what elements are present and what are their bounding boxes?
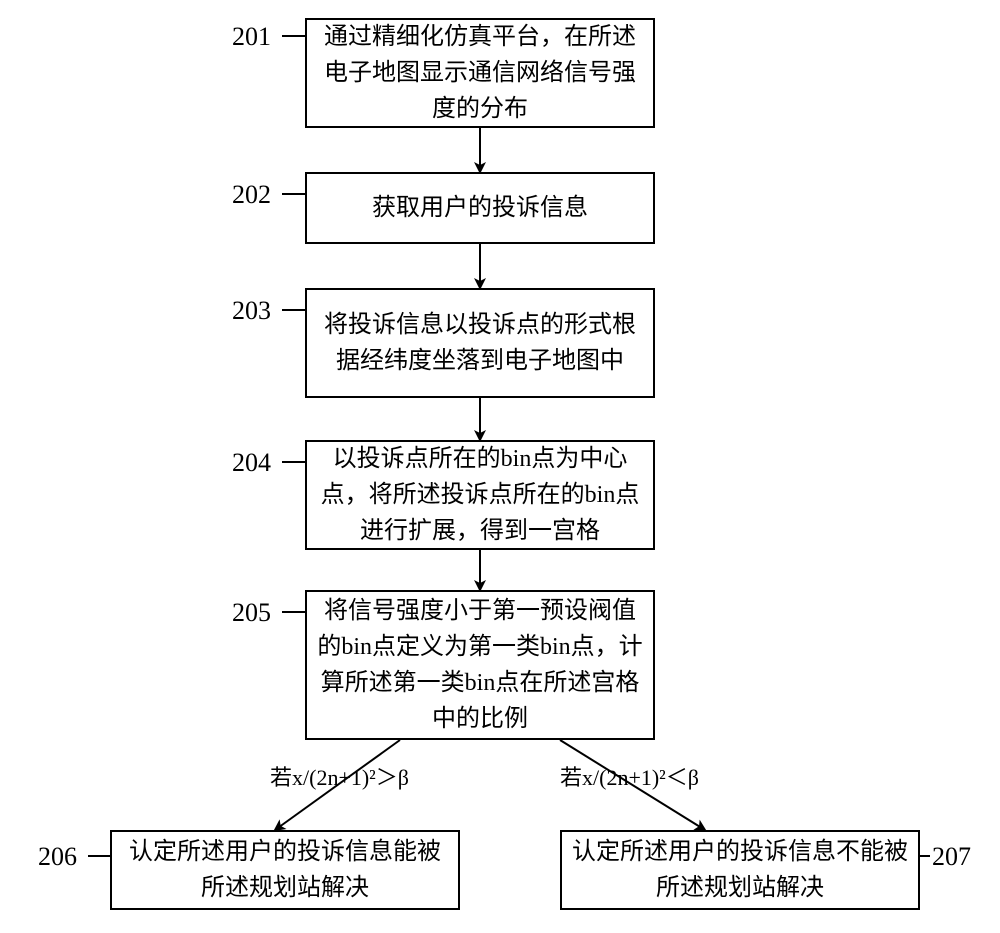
branch-label-left: 若x/(2n+1)²＞β [270,760,409,792]
step-label-205: 205 [232,598,271,628]
step-label-201: 201 [232,22,271,52]
step-label-203: 203 [232,296,271,326]
step-203-box: 将投诉信息以投诉点的形式根据经纬度坐落到电子地图中 [305,288,655,398]
branch-label-right: 若x/(2n+1)²＜β [560,760,699,792]
flowchart-canvas: 通过精细化仿真平台，在所述电子地图显示通信网络信号强度的分布 获取用户的投诉信息… [0,0,1000,933]
step-201-box: 通过精细化仿真平台，在所述电子地图显示通信网络信号强度的分布 [305,18,655,128]
step-204-box: 以投诉点所在的bin点为中心点，将所述投诉点所在的bin点进行扩展，得到一宫格 [305,440,655,550]
step-label-206: 206 [38,842,77,872]
step-205-box: 将信号强度小于第一预设阀值的bin点定义为第一类bin点，计算所述第一类bin点… [305,590,655,740]
step-207-box: 认定所述用户的投诉信息不能被所述规划站解决 [560,830,920,910]
step-label-202: 202 [232,180,271,210]
step-202-box: 获取用户的投诉信息 [305,172,655,244]
step-label-204: 204 [232,448,271,478]
step-206-box: 认定所述用户的投诉信息能被所述规划站解决 [110,830,460,910]
step-label-207: 207 [932,842,971,872]
